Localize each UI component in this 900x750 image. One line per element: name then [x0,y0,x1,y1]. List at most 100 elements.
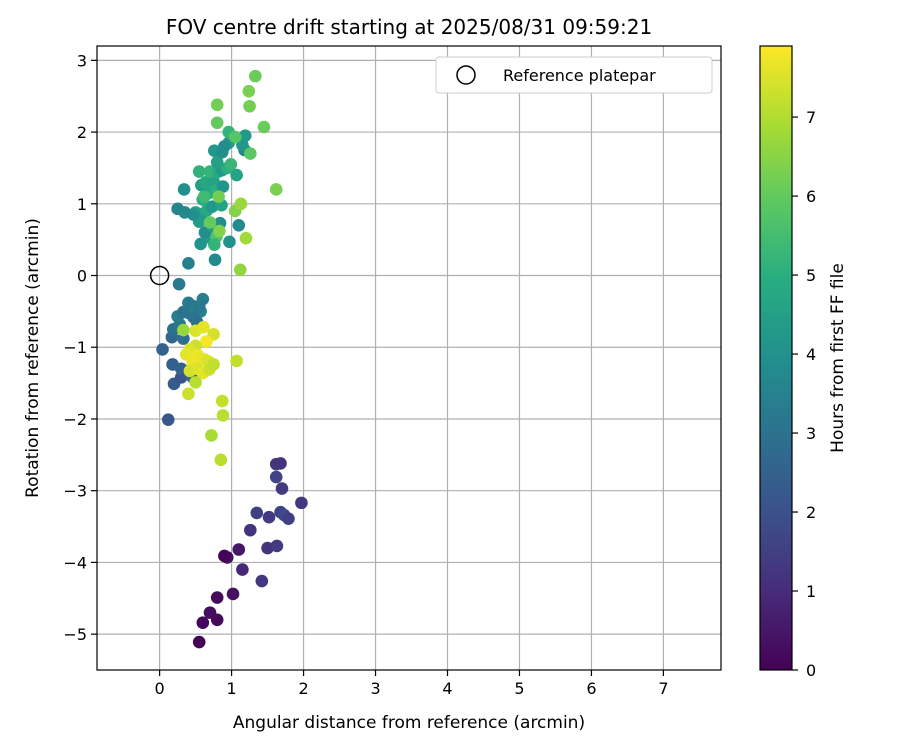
colorbar-label: Hours from first FF file [828,263,848,453]
data-point [234,197,248,211]
y-tick-label: 2 [77,123,87,142]
x-axis-label: Angular distance from reference (arcmin) [233,713,585,733]
data-point [177,332,190,345]
plot-grid [97,46,721,670]
x-axis: 0 1 2 3 4 5 6 7 [155,670,669,698]
x-tick-label: 2 [298,679,308,698]
data-point [213,224,226,238]
x-tick-label: 7 [658,679,668,698]
reference-platepar-marker [149,265,170,286]
data-point [233,263,247,277]
data-point [214,453,228,467]
data-point [243,99,256,113]
y-axis-label: Rotation from reference (arcmin) [23,218,43,498]
colorbar-tick-label: 4 [806,345,816,364]
y-tick-label: −2 [63,410,87,429]
data-point [270,539,284,553]
legend-open-circle-icon [456,65,476,85]
data-point [249,69,262,83]
colorbar-tick-label: 6 [806,187,816,206]
data-point [194,237,207,251]
y-tick-label: −5 [63,625,87,644]
data-point [210,591,224,604]
data-point [197,190,211,203]
data-point [210,155,224,169]
y-axis: −5 −4 −3 −2 −1 0 1 2 3 [63,51,97,644]
data-point [179,348,193,361]
data-point [210,116,224,130]
data-point [255,574,269,588]
data-point [224,158,238,171]
legend: Reference platepar [435,56,713,94]
colorbar-tick-label: 0 [806,661,816,680]
x-tick-label: 0 [155,679,165,698]
data-point [208,238,221,251]
data-point [218,140,231,153]
x-tick-label: 4 [442,679,452,698]
data-point [262,510,276,524]
colorbar-tick-label: 5 [806,266,816,285]
data-point [216,409,230,422]
data-point [223,235,236,249]
data-point [207,358,220,371]
data-point [200,335,213,348]
colorbar-tick-label: 3 [806,424,816,443]
data-point [208,253,222,267]
data-point [156,343,169,356]
y-tick-label: 1 [77,195,87,214]
data-point [218,549,231,563]
data-point [203,165,217,178]
x-tick-label: 6 [586,679,596,698]
data-point [257,120,271,134]
data-point [295,496,308,510]
data-point [205,429,218,442]
data-point [215,394,229,408]
legend-label: Reference platepar [503,66,656,85]
colorbar-tick-label: 1 [806,582,816,601]
data-point [189,376,202,389]
data-point [182,257,195,270]
data-point [236,563,249,576]
data-point [232,543,246,556]
data-point [192,165,206,178]
data-points [156,69,308,649]
data-point [228,130,242,144]
data-point [197,320,210,334]
y-tick-label: 0 [77,267,87,286]
data-point [230,354,243,368]
x-tick-label: 3 [370,679,380,698]
data-point [203,606,217,619]
data-point [274,457,287,470]
data-point [232,219,246,232]
data-point [230,168,243,182]
data-point [226,587,240,601]
data-point [216,180,230,193]
y-tick-label: −1 [63,338,87,357]
data-point [172,277,186,291]
data-point [244,147,257,160]
data-point [182,387,195,401]
y-tick-label: −4 [63,553,87,572]
data-point [238,129,252,142]
data-point [212,190,225,203]
y-tick-label: −3 [63,482,87,501]
x-tick-label: 5 [514,679,524,698]
legend-box [435,56,713,94]
colorbar-tick-label: 7 [806,108,816,127]
data-point [161,413,175,426]
colorbar [759,45,793,671]
data-point [244,523,257,537]
data-point [269,183,283,196]
data-point [196,616,210,629]
data-point [192,300,206,313]
data-point [192,635,206,649]
data-point [205,200,219,213]
data-point [275,482,289,495]
x-tick-label: 1 [226,679,236,698]
plot-frame [96,45,722,671]
data-point [242,84,256,98]
chart-title: FOV centre drift starting at 2025/08/31 … [166,15,652,39]
data-point [171,202,184,216]
data-point [203,216,217,229]
